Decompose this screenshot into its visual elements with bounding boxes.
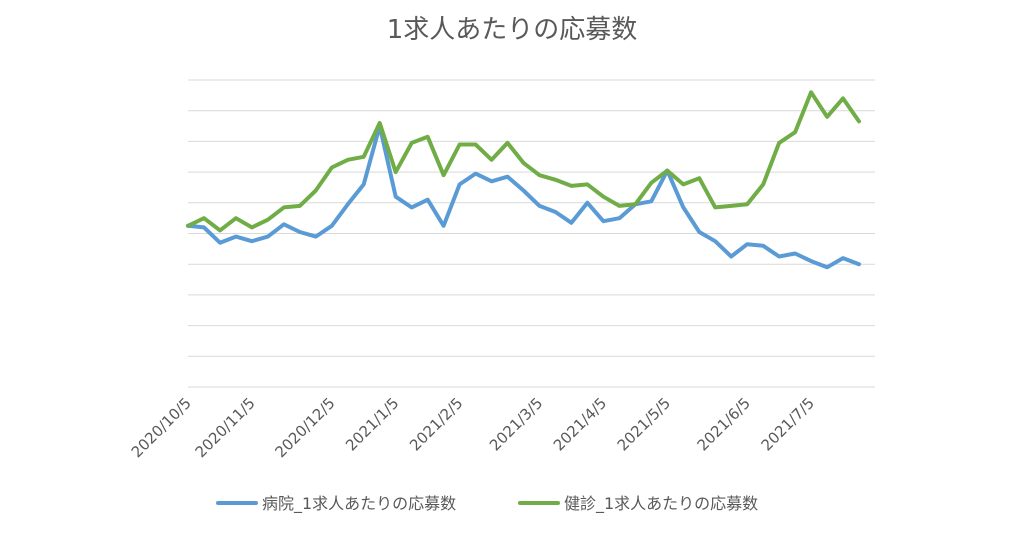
x-tick-label: 2020/10/5: [128, 394, 195, 461]
x-tick-label: 2020/11/5: [192, 394, 259, 461]
x-tick-label: 2021/7/5: [758, 394, 818, 454]
legend: 病院_1求人あたりの応募数 健診_1求人あたりの応募数: [216, 494, 758, 514]
gridlines: [188, 79, 875, 388]
series-line-2: [186, 90, 861, 233]
legend-label-1: 病院_1求人あたりの応募数: [262, 494, 456, 514]
series-lines: [186, 90, 861, 270]
chart-title: 1求人あたりの応募数: [387, 15, 638, 45]
x-tick-label: 2021/1/5: [342, 394, 402, 454]
x-tick-label: 2021/3/5: [486, 394, 546, 454]
x-tick-label: 2021/5/5: [614, 394, 674, 454]
x-tick-label: 2021/2/5: [406, 394, 466, 454]
series-line-1: [186, 124, 861, 270]
x-tick-label: 2021/6/5: [694, 394, 754, 454]
x-tick-label: 2020/12/5: [271, 394, 338, 461]
legend-label-2: 健診_1求人あたりの応募数: [564, 494, 758, 514]
x-tick-label: 2021/4/5: [550, 394, 610, 454]
